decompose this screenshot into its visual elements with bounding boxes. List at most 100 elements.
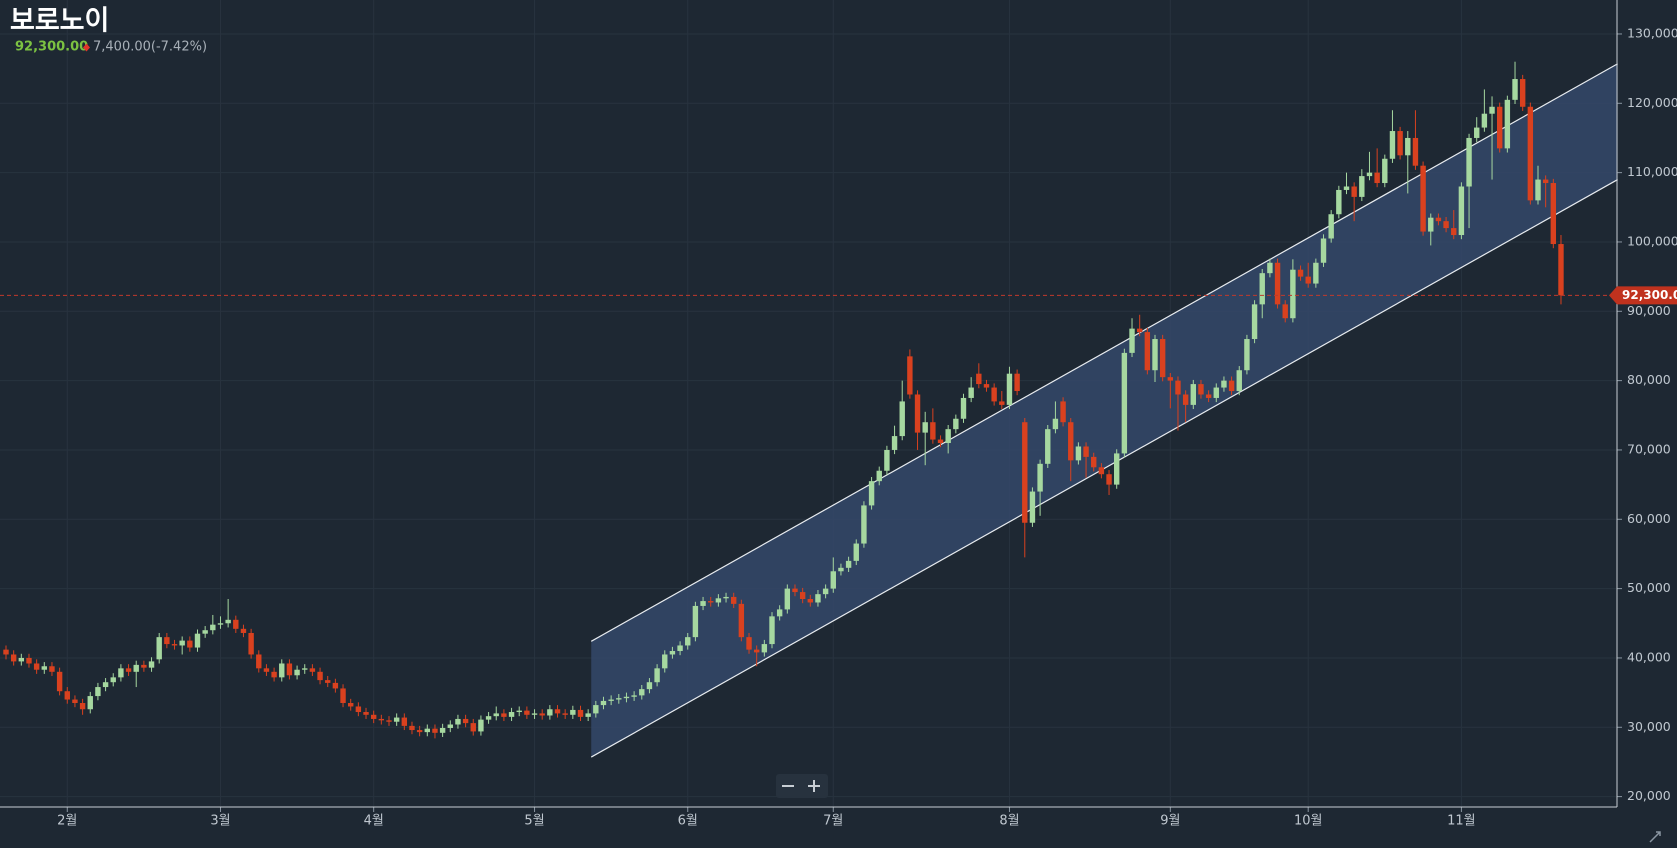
candle-body: [999, 401, 1005, 405]
candle-body: [1351, 186, 1357, 197]
candle-body: [233, 619, 239, 629]
candle-body: [424, 728, 430, 733]
candle-body: [432, 728, 438, 733]
candle-body: [87, 696, 93, 710]
candle-body: [240, 628, 247, 633]
candle-body: [1014, 373, 1020, 392]
y-tick-label: 50,000: [1627, 580, 1671, 595]
candle-body: [1443, 221, 1449, 229]
plot: 20,000 30,000 40,000 50,000 60,000 70,000 80,0…: [0, 0, 1677, 829]
candle-body: [1228, 380, 1235, 392]
x-tick-label: 3월: [210, 814, 230, 829]
candle-body: [187, 640, 193, 648]
candle-body: [677, 645, 683, 652]
candle-body: [1175, 380, 1181, 395]
y-tick-label: 40,000: [1627, 649, 1671, 664]
candle-body: [845, 560, 852, 568]
candle-body: [815, 594, 821, 603]
candle-body: [1075, 446, 1082, 461]
candle-body: [210, 624, 216, 631]
zoom-controls[interactable]: [776, 774, 828, 798]
candle-body: [64, 691, 70, 700]
candle-body: [1029, 491, 1036, 523]
candle-body: [1359, 176, 1365, 197]
candle-body: [1535, 179, 1541, 201]
candle-body: [1098, 467, 1105, 475]
candle-body: [1374, 172, 1380, 184]
candle-body: [639, 689, 645, 696]
candle-body: [110, 677, 116, 683]
candle-body: [125, 668, 132, 672]
y-tick-label: 90,000: [1627, 303, 1671, 318]
candle-body: [1558, 244, 1564, 296]
candle-body: [976, 373, 982, 385]
candle-body: [738, 603, 745, 638]
candle-body: [294, 669, 300, 676]
candle-body: [761, 644, 768, 653]
candle-body: [991, 387, 997, 402]
candle-body: [715, 598, 722, 603]
candle-body: [784, 588, 791, 610]
x-tick-label: 11월: [1447, 814, 1476, 829]
candle-body: [194, 633, 201, 648]
candle-body: [1481, 113, 1488, 128]
zoom-in[interactable]: [813, 780, 815, 792]
change: 7,400.00(-7.42%): [93, 40, 207, 55]
candle-body: [1451, 228, 1457, 236]
candle-body: [302, 668, 308, 670]
candle-body: [401, 717, 408, 726]
candle-body: [72, 699, 78, 704]
candle-body: [1458, 186, 1465, 236]
candle-body: [279, 663, 285, 678]
candle-body: [355, 706, 362, 713]
zoom-out[interactable]: [782, 785, 794, 787]
candle-body: [708, 601, 714, 603]
candle-body: [692, 605, 699, 638]
candle-body: [370, 714, 377, 719]
candle-body: [1389, 131, 1396, 159]
channel-line: [590, 63, 1618, 642]
candle-body: [393, 717, 400, 722]
x-tick-label: 5월: [524, 814, 544, 829]
candle-body: [968, 387, 974, 398]
candle-body: [531, 713, 538, 715]
candle-body: [1428, 217, 1434, 232]
candle-body: [1182, 394, 1189, 405]
reset-icon[interactable]: [1649, 831, 1661, 843]
candle-body: [807, 599, 813, 603]
candle-body: [1336, 189, 1342, 215]
candle-body: [1167, 377, 1174, 381]
candle-body: [141, 664, 147, 668]
candle-body: [914, 394, 921, 433]
candle-body: [593, 705, 599, 714]
candle-body: [516, 710, 522, 713]
candle-body: [1236, 370, 1242, 392]
candle-body: [585, 713, 591, 717]
candle-body: [983, 384, 990, 388]
candle-body: [171, 644, 178, 646]
candle-body: [1106, 474, 1112, 485]
candle-body: [746, 637, 752, 650]
x-tick-label: 10월: [1294, 814, 1323, 829]
candle-body: [1083, 446, 1089, 457]
candle-body: [348, 703, 354, 707]
candle-body: [669, 651, 676, 655]
y-tick-label: 60,000: [1627, 511, 1671, 526]
candle-body: [937, 439, 944, 444]
candle-body: [1022, 422, 1028, 523]
candle-body: [156, 637, 162, 660]
candle-body: [1466, 137, 1472, 187]
candle-body: [56, 671, 63, 692]
candle-body: [1343, 186, 1350, 190]
candle-body: [325, 680, 331, 683]
candle-body: [1313, 262, 1319, 284]
candle-body: [1198, 384, 1204, 395]
candle-body: [1144, 332, 1151, 371]
candle-body: [616, 698, 622, 700]
candle-body: [95, 687, 101, 697]
candle-body: [1190, 384, 1196, 405]
candle-body: [18, 657, 25, 662]
candle-body: [960, 397, 967, 419]
candle-body: [1259, 273, 1265, 305]
